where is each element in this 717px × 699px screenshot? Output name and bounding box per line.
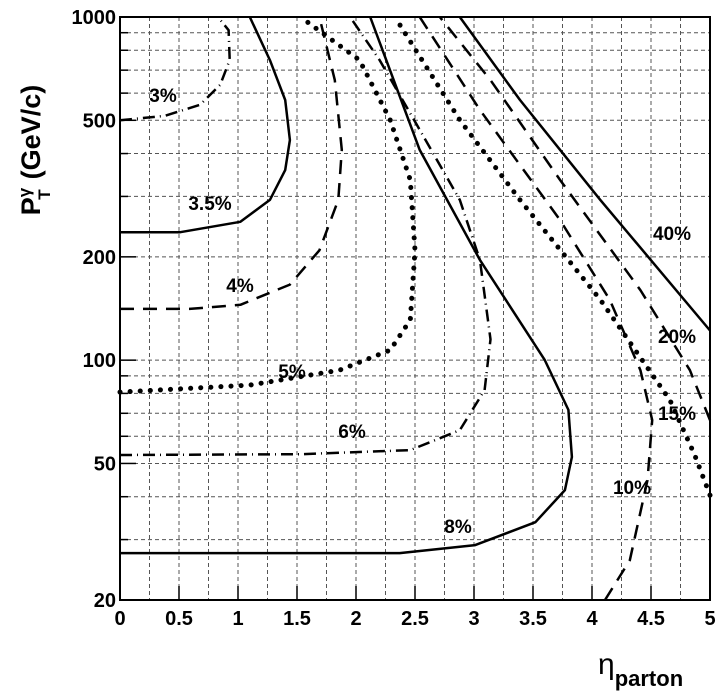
x-tick-label: 4 (586, 608, 598, 630)
y-label-unit: (GeV/c) (16, 85, 46, 180)
contour-label: 10% (613, 478, 651, 499)
y-label-main: P (16, 197, 46, 215)
contour-line (438, 16, 712, 421)
contour-line (120, 16, 292, 234)
contour-line (392, 14, 713, 498)
x-tick-label: 2.5 (401, 608, 429, 630)
y-label-sup: γ (15, 187, 34, 197)
y-tick-label: 50 (94, 453, 116, 475)
y-label-sub: T (35, 189, 54, 200)
x-tick-label: 2 (350, 608, 361, 630)
contour-line (120, 16, 344, 311)
x-tick-label: 1 (232, 608, 243, 630)
y-tick-label: 20 (94, 590, 116, 612)
y-tick-label: 200 (83, 247, 116, 269)
contour-label: 20% (658, 327, 696, 348)
contour-label: 40% (653, 224, 691, 245)
x-tick-label: 1.5 (283, 608, 311, 630)
contour-label: 6% (338, 422, 366, 443)
y-tick-label: 1000 (72, 7, 117, 29)
x-tick-label: 5 (704, 608, 715, 630)
contour-label: 8% (444, 517, 472, 538)
x-tick-label: 3 (468, 608, 479, 630)
y-axis-label: PγT (GeV/c) (15, 85, 54, 215)
contour-line (119, 16, 231, 122)
contour-line (418, 16, 654, 601)
x-tick-label: 4.5 (637, 608, 665, 630)
contour-label: 3% (149, 86, 177, 107)
contour-line (458, 16, 711, 332)
x-tick-label: 0.5 (165, 608, 193, 630)
contour-label: 5% (278, 362, 306, 383)
x-tick-label: 3.5 (519, 608, 547, 630)
y-tick-label: 100 (83, 350, 116, 372)
y-tick-label: 500 (83, 110, 116, 132)
contour-label: 3.5% (188, 194, 231, 215)
contour-line (120, 16, 574, 555)
contour-label: 4% (226, 276, 254, 297)
x-label-main: η (598, 648, 615, 681)
x-label-sub: parton (615, 666, 683, 691)
contour-line (119, 16, 492, 457)
contour-label: 15% (658, 404, 696, 425)
x-axis-label: ηparton (598, 648, 683, 691)
x-tick-label: 0 (114, 608, 125, 630)
